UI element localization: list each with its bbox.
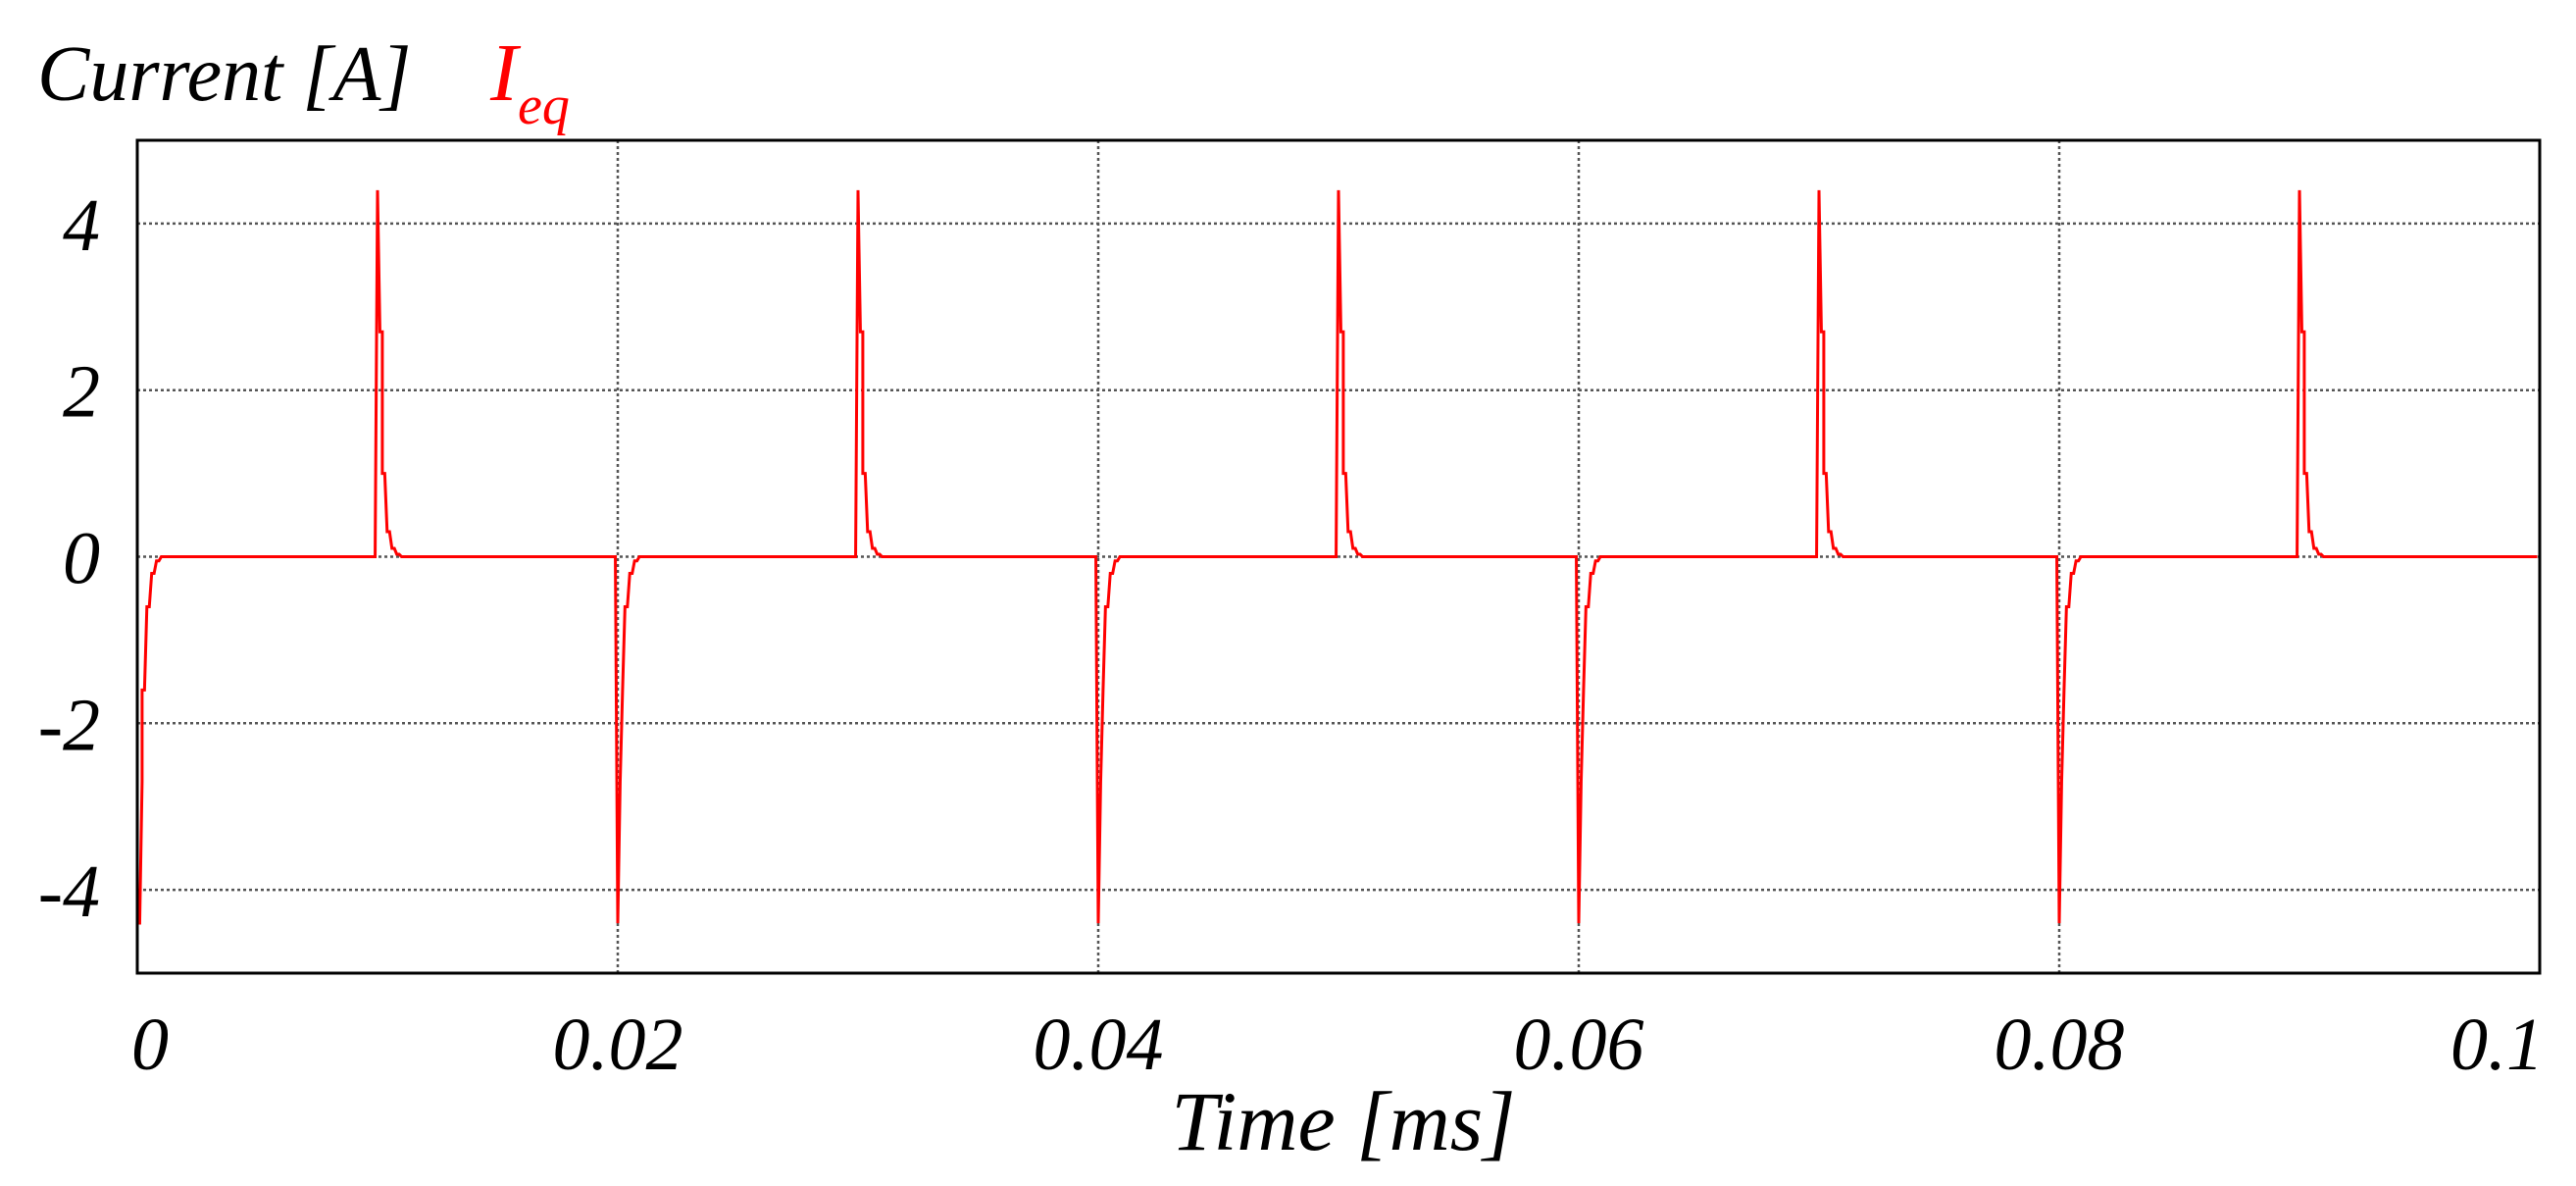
x-tick-label: 0.1	[2450, 1004, 2544, 1086]
x-tick-labels: 0 0.02 0.04 0.06 0.08 0.1	[131, 1004, 2544, 1086]
x-tick-label: 0.08	[1995, 1004, 2125, 1086]
x-axis-label: Time [ms]	[1171, 1074, 1515, 1168]
y-tick-label: -4	[38, 851, 100, 933]
y-tick-label: -2	[38, 684, 100, 766]
x-tick-label: 0.02	[553, 1004, 683, 1086]
y-tick-labels: 4 2 0 -2 -4	[38, 184, 100, 933]
x-tick-label: 0.04	[1034, 1004, 1164, 1086]
y-axis-label: Current [A]	[37, 31, 412, 118]
y-tick-label: 2	[63, 351, 100, 434]
series-layer	[135, 189, 2538, 925]
legend-series-name: Ieq	[489, 27, 570, 136]
x-tick-label: 0	[131, 1004, 169, 1086]
series-name-main: I	[489, 27, 522, 119]
plot-frame	[135, 138, 2542, 975]
x-tick-label: 0.06	[1514, 1004, 1644, 1086]
series-line-0	[135, 189, 2538, 925]
y-tick-label: 0	[63, 518, 100, 600]
y-tick-label: 4	[63, 184, 100, 267]
series-name-subscript: eq	[518, 76, 570, 136]
